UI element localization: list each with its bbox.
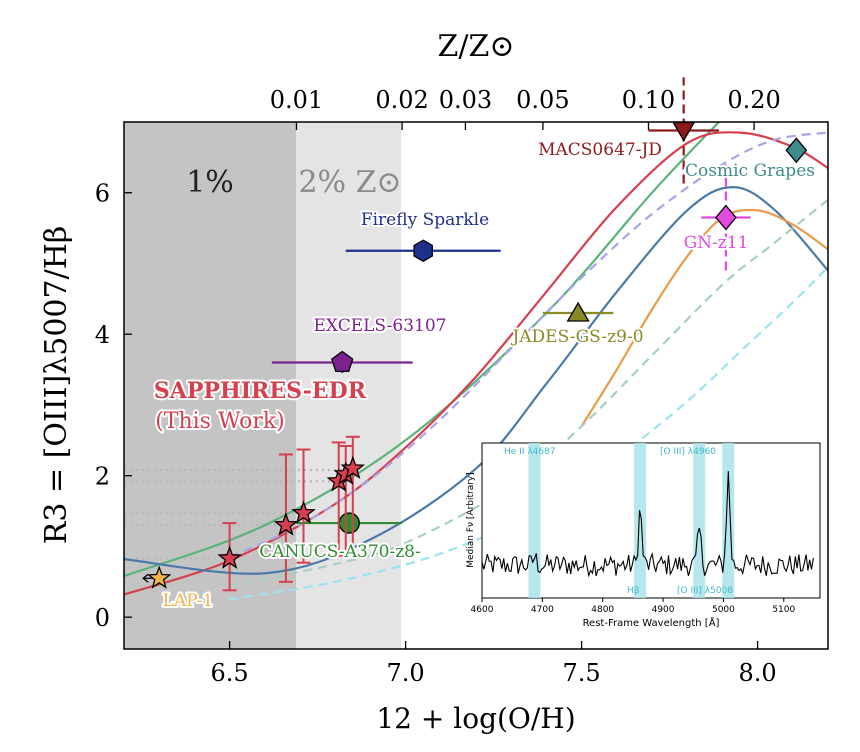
firefly-sparkle-marker: [413, 239, 433, 262]
inset-x-tick-label-5: 5100: [772, 605, 795, 615]
calibration-curve-5: [229, 198, 828, 587]
y-tick-label-2: 4: [95, 321, 110, 349]
inset-x-tick-label-4: 5000: [712, 605, 735, 615]
label-macs: MACS0647-JD: [538, 140, 662, 160]
calibration-curve-2: [124, 185, 828, 575]
inset-band-3: [722, 443, 735, 598]
sample-points: [217, 435, 366, 592]
axes: 6.5 7.0 7.5 8.0 0 2 4 6 0.01 0.02 0.03 0.05 0.10 0.20: [95, 86, 781, 687]
inset-label-heii: He II λ4687: [504, 447, 556, 457]
inset-band-1: [634, 443, 647, 598]
x-tick-label-3: 8.0: [739, 659, 777, 687]
inset-axes: 4600 4700 4800 4900 5000 5100: [471, 598, 796, 615]
plot-frame: [123, 121, 829, 650]
top-tick-label-5: 0.20: [727, 86, 780, 114]
x-tick-label-1: 7.0: [387, 659, 425, 687]
top-tick-label-0: 0.01: [270, 86, 323, 114]
label-gn-z11: GN-z11: [684, 233, 749, 253]
lap-1-limit-arrowhead: [142, 573, 149, 583]
x-tick-label-2: 7.5: [563, 659, 601, 687]
inset-x-tick-label-1: 4700: [531, 605, 554, 615]
y-axis-title: R3 = [OIII]λ5007/Hβ: [39, 226, 74, 544]
inset-x-tick-label-3: 4900: [652, 605, 675, 615]
inset-label-oiii4960: [O III] λ4960: [660, 447, 716, 457]
jades-gs-z9-0-marker: [566, 301, 590, 322]
label-excels: EXCELS-63107: [313, 316, 446, 336]
reference-hlines: [124, 468, 353, 560]
label-canucs: CANUCS-A370-z8-: [259, 542, 421, 562]
label-firefly: Firefly Sparkle: [361, 210, 489, 230]
calibration-curve-3: [580, 208, 828, 427]
label-lap-1: LAP-1: [163, 591, 214, 611]
sample-point-5: [340, 455, 366, 480]
inset-band-0: [528, 443, 541, 598]
inset-spectrum: 4600 4700 4800 4900 5000 5100 Rest-Frame Wave…: [466, 442, 821, 629]
calibration-curve-4: [229, 131, 828, 559]
top-axis-title: Z/Z⊙: [438, 29, 515, 64]
region-1pct: [124, 122, 296, 649]
reference-objects: [142, 77, 808, 589]
cosmic-grapes-marker: [785, 137, 808, 164]
y-tick-label-0: 0: [95, 604, 110, 632]
y-tick-label-1: 2: [95, 463, 110, 491]
calibration-curves: [124, 122, 828, 601]
x-axis-title: 12 + log(O/H): [376, 702, 575, 735]
inset-band-2: [693, 443, 706, 598]
region-1pct-label: 1%: [186, 165, 234, 200]
inset-spectrum-line: [482, 471, 814, 578]
label-jades: JADES-GS-z9-0: [510, 327, 643, 347]
region-2pct-label: 2% Z⊙: [298, 165, 401, 200]
sample-point-1: [273, 512, 299, 536]
sample-point-2: [291, 500, 316, 524]
inset-label-hbeta: Hβ: [627, 586, 640, 596]
inset-y-title: Median Fν [Arbitrary]: [466, 472, 476, 568]
top-tick-label-2: 0.03: [439, 86, 492, 114]
inset-x-tick-label-2: 4800: [591, 605, 614, 615]
lap-1-marker: [146, 565, 172, 589]
x-tick-label-0: 6.5: [211, 659, 249, 687]
sample-label: SAPPHIRES-EDR: [154, 378, 367, 404]
inset-x-title: Rest-Frame Wavelength [Å]: [583, 616, 720, 629]
sample-point-0: [217, 545, 242, 569]
y-tick-label-3: 6: [95, 180, 110, 208]
top-tick-label-1: 0.02: [375, 86, 428, 114]
top-tick-label-3: 0.05: [516, 86, 569, 114]
label-cosmic-grapes: Cosmic Grapes: [685, 161, 815, 181]
sample-sublabel: (This Work): [155, 409, 285, 434]
excels-63107-marker: [331, 350, 354, 373]
top-tick-label-4: 0.10: [622, 86, 675, 114]
gn-z11-marker: [715, 204, 737, 231]
inset-x-tick-label-0: 4600: [471, 605, 494, 615]
canucs-a370-z8-marker: [338, 512, 360, 534]
calibration-curve-0: [124, 122, 720, 578]
inset-label-oiii5008: [O III] λ5008: [677, 586, 733, 596]
